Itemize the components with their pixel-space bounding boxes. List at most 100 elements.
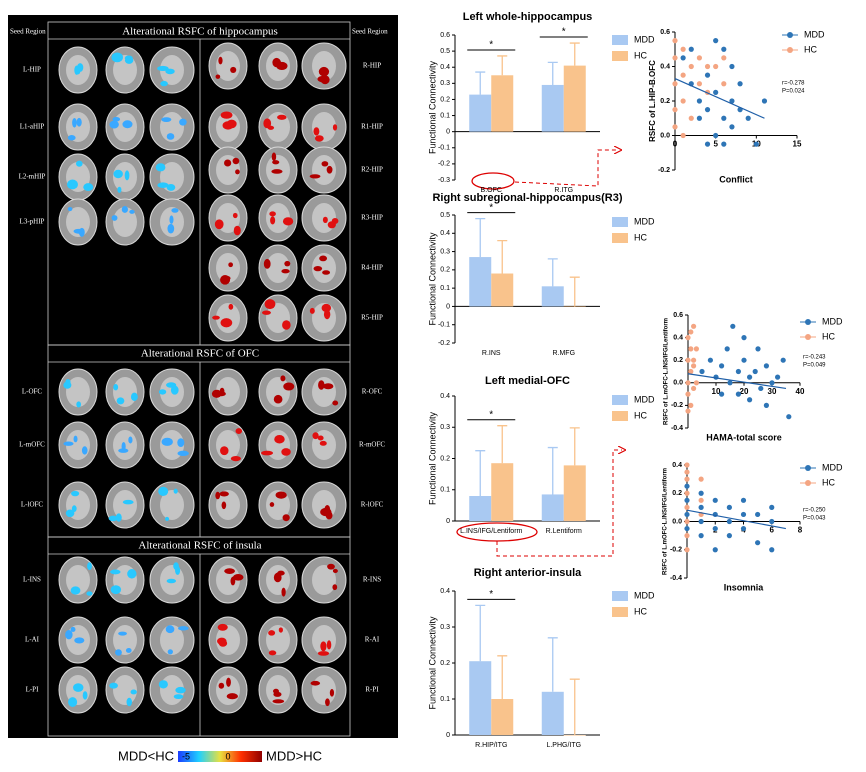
point <box>688 46 694 52</box>
seed-name: L-AI <box>25 636 40 644</box>
seed-name: R-mOFC <box>359 441 385 449</box>
bar <box>563 306 586 307</box>
error-bar <box>497 425 508 464</box>
activation <box>322 383 334 390</box>
activation <box>262 310 271 315</box>
y-tick-label: -0.2 <box>658 167 670 174</box>
activation <box>282 320 291 330</box>
activation <box>267 125 275 130</box>
legend-swatch <box>612 217 628 227</box>
point <box>747 374 753 380</box>
point <box>786 414 792 420</box>
activation <box>309 307 315 314</box>
bar <box>563 735 586 736</box>
activation <box>224 568 235 575</box>
point <box>684 533 690 539</box>
activation <box>273 691 282 697</box>
activation <box>158 680 168 689</box>
activation <box>322 216 328 224</box>
point <box>684 518 690 525</box>
x-tick-label: 20 <box>740 387 749 396</box>
seed-name: L-INS <box>23 576 41 584</box>
y-tick-label: 0.3 <box>440 248 450 255</box>
activation <box>320 641 327 652</box>
activation <box>261 450 274 456</box>
legend-swatch <box>612 395 628 405</box>
y-tick-label: 0.1 <box>440 696 450 703</box>
point <box>745 115 751 121</box>
seed-name: R-HIP <box>363 62 381 70</box>
point <box>721 46 727 52</box>
point <box>688 368 694 375</box>
x-tick-label: 0 <box>673 140 678 149</box>
activation <box>332 568 338 574</box>
activation <box>173 488 178 494</box>
activation <box>284 260 291 267</box>
activation <box>226 677 231 687</box>
activation <box>322 270 331 275</box>
legend-swatch <box>612 35 628 45</box>
point <box>740 525 747 532</box>
bar <box>469 661 492 735</box>
activation <box>169 215 174 224</box>
activation <box>220 318 233 328</box>
seed-name: L-HIP <box>23 66 41 74</box>
point <box>684 476 690 482</box>
activation <box>122 120 133 129</box>
activation <box>74 637 85 644</box>
y-tick-label: -0.4 <box>671 425 683 432</box>
activation <box>73 435 78 443</box>
point <box>730 323 736 329</box>
point <box>685 380 691 386</box>
y-tick-label: 0 <box>446 129 450 136</box>
point <box>685 408 691 414</box>
activation <box>76 117 82 127</box>
colorbar-label: MDD>HC <box>266 748 322 763</box>
point <box>780 357 786 363</box>
point <box>755 346 761 352</box>
legend-swatch <box>612 411 628 421</box>
seed-label: Seed Region <box>10 28 46 36</box>
activation <box>314 135 324 142</box>
activation <box>277 114 287 120</box>
activation <box>332 584 338 591</box>
y-tick-label: 0.0 <box>673 380 683 387</box>
activation <box>264 299 276 310</box>
activation <box>165 625 175 634</box>
activation <box>281 448 291 456</box>
y-tick-label: 0.4 <box>673 334 683 341</box>
brain-slice <box>113 207 137 237</box>
point <box>729 63 735 70</box>
point <box>684 483 690 489</box>
activation <box>157 65 169 72</box>
y-tick-label: 0.3 <box>440 624 450 631</box>
activation <box>166 133 175 140</box>
point <box>698 497 704 503</box>
error-bar <box>569 678 580 735</box>
point <box>737 81 743 87</box>
x-tick-label: 30 <box>768 387 777 396</box>
activation <box>155 163 166 172</box>
seed-name: R5-HIP <box>361 314 383 322</box>
point <box>758 385 764 392</box>
point <box>699 368 705 375</box>
point <box>719 391 725 397</box>
point <box>721 141 727 147</box>
activation <box>71 505 77 512</box>
legend-marker <box>787 32 793 38</box>
y-tick-label: 0.4 <box>440 588 450 595</box>
brain-slice <box>66 377 90 407</box>
point <box>696 81 703 87</box>
activation <box>228 303 234 310</box>
legend-label: HC <box>804 44 817 54</box>
y-tick-label: 0.3 <box>440 80 450 87</box>
error-bar <box>569 427 580 466</box>
legend-label: MDD <box>634 34 655 44</box>
activation <box>223 275 231 281</box>
point <box>726 504 732 510</box>
point <box>680 46 686 52</box>
point <box>740 497 747 503</box>
point <box>672 124 678 130</box>
significance-mark: * <box>489 409 493 420</box>
error-bar <box>475 450 486 496</box>
